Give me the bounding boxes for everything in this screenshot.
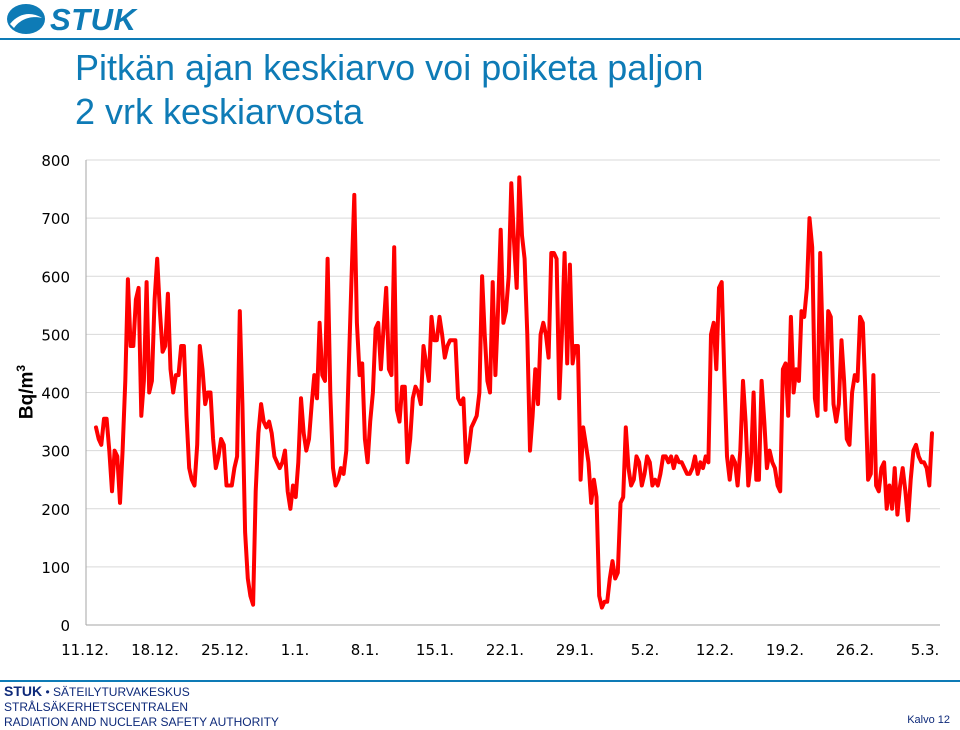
y-tick-label: 0 <box>60 617 70 635</box>
slide-number: Kalvo 12 <box>907 714 950 726</box>
x-tick-label: 15.1. <box>416 641 454 659</box>
title-line-1: Pitkän ajan keskiarvo voi poiketa paljon <box>75 47 704 88</box>
x-tick-label: 29.1. <box>556 641 594 659</box>
x-tick-label: 18.12. <box>131 641 179 659</box>
footer-line-2: STRÅLSÄKERHETSCENTRALEN <box>4 700 189 714</box>
x-tick-label: 8.1. <box>351 641 380 659</box>
y-tick-label: 800 <box>41 152 70 170</box>
x-tick-label: 5.2. <box>631 641 660 659</box>
x-tick-label: 11.12. <box>61 641 109 659</box>
x-tick-label: 5.3. <box>911 641 940 659</box>
stuk-logo: STUK <box>6 2 146 38</box>
stuk-logo-emblem <box>7 4 45 34</box>
x-tick-label: 25.12. <box>201 641 249 659</box>
y-tick-label: 300 <box>41 443 70 461</box>
y-tick-label: 700 <box>41 210 70 228</box>
x-tick-label: 1.1. <box>281 641 310 659</box>
x-tick-label: 19.2. <box>766 641 804 659</box>
y-tick-label: 200 <box>41 501 70 519</box>
footer-line-1: • SÄTEILYTURVAKESKUS <box>42 685 190 699</box>
y-tick-label: 400 <box>41 385 70 403</box>
x-tick-label: 26.2. <box>836 641 874 659</box>
footer-divider <box>0 680 960 682</box>
footer: STUK • SÄTEILYTURVAKESKUS STRÅLSÄKERHETS… <box>4 684 279 730</box>
y-tick-label: 500 <box>41 326 70 344</box>
x-tick-label: 12.2. <box>696 641 734 659</box>
logo-text: STUK <box>50 2 137 37</box>
x-tick-label: 22.1. <box>486 641 524 659</box>
radon-line-chart: 0 100 200 300 400 500 600 700 800 11.12. 18.12. 25.… <box>41 152 940 659</box>
title-line-2: 2 vrk keskiarvosta <box>75 91 364 132</box>
footer-line-3: RADIATION AND NUCLEAR SAFETY AUTHORITY <box>4 715 279 729</box>
footer-brand: STUK <box>4 683 43 699</box>
y-tick-label: 600 <box>41 268 70 286</box>
page-title: Pitkän ajan keskiarvo voi poiketa paljon… <box>75 46 935 134</box>
header-divider <box>0 38 960 40</box>
y-tick-label: 100 <box>41 559 70 577</box>
series-line <box>94 175 934 610</box>
